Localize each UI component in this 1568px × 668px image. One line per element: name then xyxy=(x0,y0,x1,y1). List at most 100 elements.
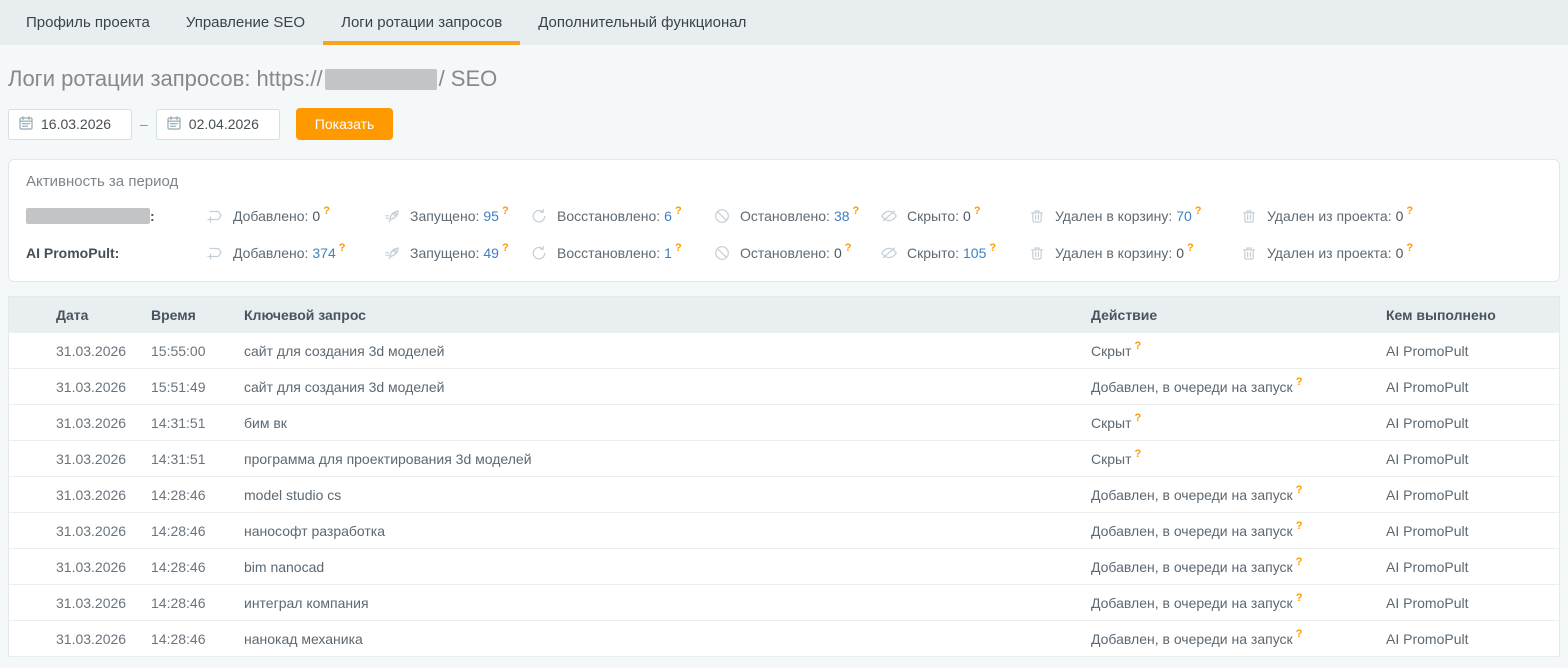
cell-time: 15:55:00 xyxy=(151,342,206,359)
stat-value: 49 xyxy=(483,244,499,261)
help-icon[interactable]: ? xyxy=(973,204,981,217)
activity-row-user: : Добавлено: 0? Запущено: 95? Восстановлено:… xyxy=(26,197,1542,234)
cell-action: Добавлен, в очереди на запуск? xyxy=(1091,375,1386,395)
help-icon[interactable]: ? xyxy=(1295,375,1303,388)
tab-seo-management[interactable]: Управление SEO xyxy=(168,0,323,45)
tab-label: Дополнительный функционал xyxy=(538,14,747,31)
table-row: 31.03.2026 14:28:46 bim nanocad Добавлен, в… xyxy=(9,549,1559,585)
stat-label: Удален в корзину: xyxy=(1055,244,1173,261)
cell-date: 31.03.2026 xyxy=(56,414,127,431)
rotation-log-table: Дата Время Ключевой запрос Действие Кем … xyxy=(8,296,1560,657)
cell-time: 14:28:46 xyxy=(151,594,206,611)
help-icon[interactable]: ? xyxy=(1295,627,1303,640)
help-icon[interactable]: ? xyxy=(674,204,682,217)
calendar-icon xyxy=(18,115,34,134)
col-header-by: Кем выполнено xyxy=(1386,307,1496,323)
show-button[interactable]: Показать xyxy=(295,108,394,140)
cell-query: нанософт разработка xyxy=(244,522,386,539)
log-table-body: 31.03.2026 15:55:00 сайт для создания 3d м… xyxy=(9,333,1559,657)
date-from-input[interactable]: 16.03.2026 xyxy=(8,108,132,140)
help-icon[interactable]: ? xyxy=(323,204,330,217)
help-icon[interactable]: ? xyxy=(338,241,346,254)
action-text: Добавлен, в очереди на запуск xyxy=(1091,558,1293,575)
date-filter: 16.03.2026 – 02.04.2026 Показать xyxy=(8,108,1560,140)
eye-off-icon xyxy=(880,207,898,225)
cell-by: AI PromoPult xyxy=(1386,450,1469,467)
help-icon[interactable]: ? xyxy=(1295,483,1303,496)
rocket-icon xyxy=(383,207,401,225)
rocket-icon xyxy=(383,244,401,262)
help-icon[interactable]: ? xyxy=(844,241,852,254)
tab-rotation-logs[interactable]: Логи ротации запросов xyxy=(323,0,521,45)
action-text: Скрыт xyxy=(1091,450,1132,467)
action-text: Добавлен, в очереди на запуск xyxy=(1091,594,1293,611)
activity-stat-item: Остановлено: 0? xyxy=(713,241,880,262)
cell-action: Скрыт? xyxy=(1091,447,1386,467)
stat-label: Добавлено: xyxy=(233,244,309,261)
page-title: Логи ротации запросов: https:// / SEO xyxy=(8,66,1560,92)
tab-bar: Профиль проекта Управление SEO Логи рота… xyxy=(0,0,1568,45)
tab-project-profile[interactable]: Профиль проекта xyxy=(8,0,168,45)
tab-label: Профиль проекта xyxy=(26,14,150,31)
activity-panel: Активность за период : Добавлено: 0? Запущ… xyxy=(8,159,1560,282)
cell-date: 31.03.2026 xyxy=(56,558,127,575)
col-header-date: Дата xyxy=(56,307,89,323)
stop-icon xyxy=(713,244,731,262)
help-icon[interactable]: ? xyxy=(501,241,509,254)
cell-query: сайт для создания 3d моделей xyxy=(244,378,445,395)
table-row: 31.03.2026 14:28:46 model studio cs Добавле… xyxy=(9,477,1559,513)
help-icon[interactable]: ? xyxy=(1406,241,1414,254)
activity-stat-item: Остановлено: 38? xyxy=(713,204,880,225)
cell-query: бим вк xyxy=(244,414,287,431)
activity-row-ai: AI PromoPult: Добавлено: 374? Запущено: 49?… xyxy=(26,234,1542,271)
table-row: 31.03.2026 14:28:46 нанокад механика Добавл… xyxy=(9,621,1559,657)
help-icon[interactable]: ? xyxy=(1187,241,1194,254)
cell-by: AI PromoPult xyxy=(1386,378,1469,395)
help-icon[interactable]: ? xyxy=(852,204,860,217)
add-icon xyxy=(206,244,224,262)
help-icon[interactable]: ? xyxy=(1134,447,1142,460)
trash-icon xyxy=(1028,244,1046,262)
help-icon[interactable]: ? xyxy=(674,241,682,254)
redacted-user-name xyxy=(26,207,150,224)
page-title-suffix: / SEO xyxy=(438,66,498,91)
cell-action: Добавлен, в очереди на запуск? xyxy=(1091,483,1386,503)
eye-off-icon xyxy=(880,244,898,262)
stop-icon xyxy=(713,207,731,225)
cell-time: 14:28:46 xyxy=(151,486,206,503)
stat-value: 70 xyxy=(1176,207,1192,224)
cell-date: 31.03.2026 xyxy=(56,450,127,467)
activity-stat-item: Удален в корзину: 70? xyxy=(1028,204,1240,225)
help-icon[interactable]: ? xyxy=(989,241,997,254)
activity-stat-item: Удален из проекта: 0? xyxy=(1240,204,1542,225)
tab-extra-features[interactable]: Дополнительный функционал xyxy=(520,0,764,45)
restore-icon xyxy=(530,244,548,262)
stat-label: Восстановлено: xyxy=(557,207,661,224)
help-icon[interactable]: ? xyxy=(1295,591,1303,604)
help-icon[interactable]: ? xyxy=(1406,204,1414,217)
stat-value: 0 xyxy=(833,244,842,261)
activity-stat-item: Скрыто: 105? xyxy=(880,241,1028,262)
cell-query: программа для проектирования 3d моделей xyxy=(244,450,532,467)
help-icon[interactable]: ? xyxy=(1295,555,1303,568)
actor-colon: : xyxy=(150,207,155,224)
cell-time: 15:51:49 xyxy=(151,378,206,395)
cell-query: сайт для создания 3d моделей xyxy=(244,342,445,359)
table-row: 31.03.2026 14:28:46 интеграл компания Добав… xyxy=(9,585,1559,621)
cell-by: AI PromoPult xyxy=(1386,558,1469,575)
help-icon[interactable]: ? xyxy=(1134,411,1142,424)
cell-date: 31.03.2026 xyxy=(56,594,127,611)
stat-label: Запущено: xyxy=(410,244,480,261)
help-icon[interactable]: ? xyxy=(1134,339,1142,352)
cell-by: AI PromoPult xyxy=(1386,522,1469,539)
stat-label: Остановлено: xyxy=(740,207,830,224)
col-header-action: Действие xyxy=(1091,307,1158,323)
help-icon[interactable]: ? xyxy=(501,204,509,217)
stat-value: 1 xyxy=(664,244,672,261)
date-to-input[interactable]: 02.04.2026 xyxy=(155,108,280,140)
redacted-project-url xyxy=(324,68,437,90)
activity-stat-item: Восстановлено: 6? xyxy=(530,204,713,225)
help-icon[interactable]: ? xyxy=(1194,204,1202,217)
help-icon[interactable]: ? xyxy=(1295,519,1303,532)
action-text: Добавлен, в очереди на запуск xyxy=(1091,486,1293,503)
